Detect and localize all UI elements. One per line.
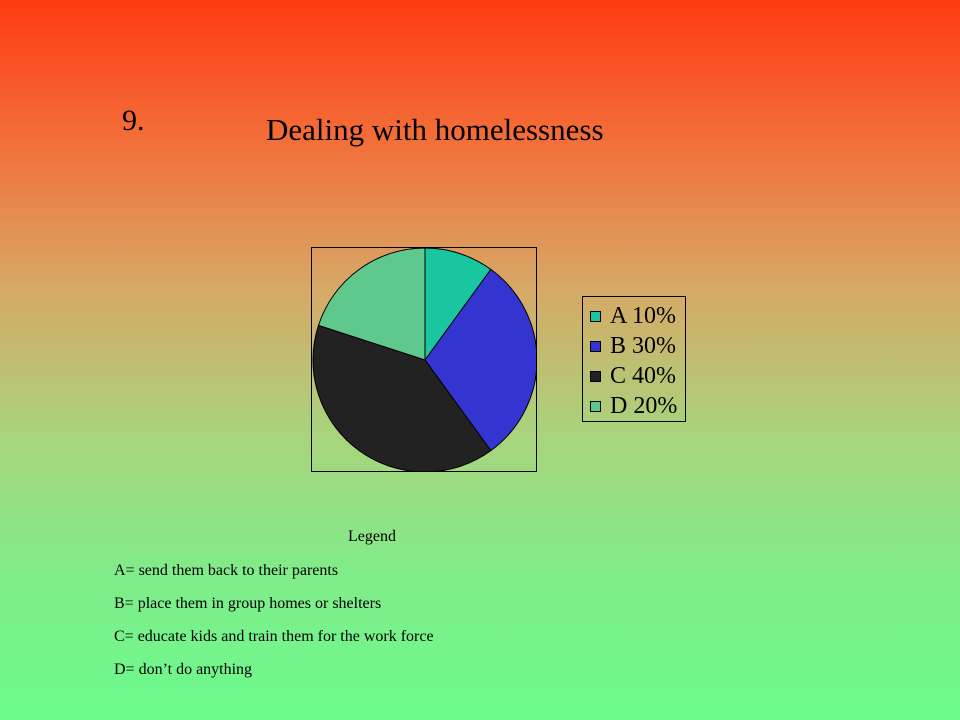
key-item-a: A= send them back to their parents xyxy=(114,562,339,579)
legend-swatch-b xyxy=(590,341,601,352)
legend-item-c: C 40% xyxy=(583,361,685,391)
key-item-c: C= educate kids and train them for the w… xyxy=(114,628,434,645)
legend-swatch-c xyxy=(590,371,601,382)
pie-slice-c xyxy=(312,324,492,471)
legend-label-d: D 20% xyxy=(610,393,678,419)
legend-item-a: A 10% xyxy=(583,301,685,331)
legend-swatch-d xyxy=(590,401,601,412)
pie-slice-d xyxy=(317,248,426,361)
legend-label-a: A 10% xyxy=(610,303,676,329)
key-item-b: B= place them in group homes or shelters xyxy=(114,595,382,612)
chart-legend: A 10% B 30% C 40% D 20% xyxy=(582,296,686,422)
slide-title: Dealing with homelessness xyxy=(266,112,604,147)
legend-label-b: B 30% xyxy=(610,333,676,359)
legend-label-c: C 40% xyxy=(610,363,676,389)
pie-chart-plot-area xyxy=(311,247,537,472)
pie-chart xyxy=(312,248,536,471)
legend-item-b: B 30% xyxy=(583,331,685,361)
slide-number: 9. xyxy=(122,104,145,137)
legend-item-d: D 20% xyxy=(583,391,685,421)
legend-swatch-a xyxy=(590,311,601,322)
key-heading: Legend xyxy=(348,528,396,545)
pie-slice-b xyxy=(424,268,536,452)
key-item-d: D= don’t do anything xyxy=(114,661,253,678)
